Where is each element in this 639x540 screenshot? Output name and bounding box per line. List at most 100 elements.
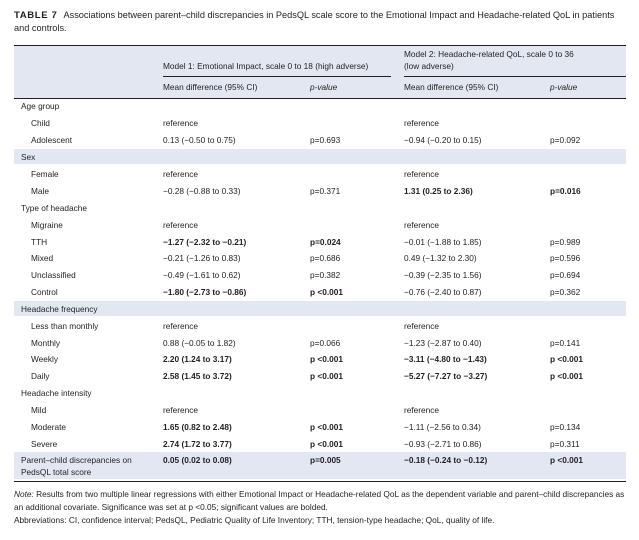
model1-pvalue: p=0.693 xyxy=(310,135,341,145)
model1-mean-diff: 2.20 (1.24 to 3.17) xyxy=(163,354,232,364)
row-label: Daily xyxy=(31,371,50,381)
model1-pvalue: p <0.001 xyxy=(310,371,343,381)
model2-pvalue: p=0.596 xyxy=(550,253,581,263)
model2-mean-diff: −1.11 (−2.56 to 0.34) xyxy=(404,422,481,432)
group-label-frequency: Headache frequency xyxy=(21,304,98,314)
discrepancy-model1-mean-diff: 0.05 (0.02 to 0.08) xyxy=(163,455,232,465)
row-label: Weekly xyxy=(31,354,59,364)
model1-mean-diff: 2.74 (1.72 to 3.77) xyxy=(163,439,232,449)
model1-underline xyxy=(163,76,391,77)
model2-mean-diff: −0.01 (−1.88 to 1.85) xyxy=(404,237,482,247)
row-label: Adolescent xyxy=(31,135,73,145)
model1-pvalue: p=0.686 xyxy=(310,253,341,263)
top-rule xyxy=(14,45,626,46)
model1-mean-diff: 0.13 (−0.50 to 0.75) xyxy=(163,135,236,145)
model1-mean-diff: 1.65 (0.82 to 2.48) xyxy=(163,422,232,432)
row-label: Less than monthly xyxy=(31,321,99,331)
model2-underline xyxy=(404,76,626,77)
model2-mean-diff: 0.49 (−1.32 to 2.30) xyxy=(404,253,477,263)
group-shading-sex xyxy=(14,149,626,164)
model2-mean-diff: −3.11 (−4.80 to −1.43) xyxy=(404,354,487,364)
model2-mean-diff: −5.27 (−7.27 to −3.27) xyxy=(404,371,488,381)
table-label: TABLE 7 xyxy=(14,10,58,21)
model1-pvalue: p <0.001 xyxy=(310,287,343,297)
model2-mean-diff: −1.23 (−2.87 to 0.40) xyxy=(404,338,482,348)
caption-text: Associations between parent–child discre… xyxy=(14,10,615,33)
model1-mean-diff: −0.49 (−1.61 to 0.62) xyxy=(163,270,241,280)
model2-mean-diff: reference xyxy=(404,169,440,179)
model1-mean-diff: −1.27 (−2.32 to −0.21) xyxy=(163,237,247,247)
mean-diff-header-2: Mean difference (95% CI) xyxy=(404,82,499,92)
model2-pvalue: p=0.989 xyxy=(550,237,581,247)
table-caption: TABLE 7 Associations between parent–child… xyxy=(14,9,629,35)
discrepancy-model1-pvalue: p=0.005 xyxy=(310,455,341,465)
model1-mean-diff: reference xyxy=(163,321,199,331)
row-label: Migraine xyxy=(31,220,63,230)
row-label: Child xyxy=(31,118,50,128)
model1-mean-diff: reference xyxy=(163,118,199,128)
row-label: Female xyxy=(31,169,59,179)
model2-mean-diff: −0.39 (−2.35 to 1.56) xyxy=(404,270,482,280)
model2-mean-diff: −0.76 (−2.40 to 0.87) xyxy=(404,287,482,297)
mean-diff-header-1: Mean difference (95% CI) xyxy=(163,82,258,92)
row-label: Moderate xyxy=(31,422,67,432)
model2-pvalue: p=0.134 xyxy=(550,422,581,432)
pvalue-header-1: p-value xyxy=(310,82,338,92)
model2-pvalue: p=0.016 xyxy=(550,186,581,196)
model2-mean-diff: reference xyxy=(404,405,440,415)
group-label-sex: Sex xyxy=(21,152,36,162)
model2-mean-diff: reference xyxy=(404,220,440,230)
model2-mean-diff: reference xyxy=(404,321,440,331)
header-bottom-rule xyxy=(14,98,626,99)
model1-mean-diff: −0.28 (−0.88 to 0.33) xyxy=(163,186,241,196)
row-label: Severe xyxy=(31,439,58,449)
model2-mean-diff: −0.93 (−2.71 to 0.86) xyxy=(404,439,482,449)
table-note: Note: Results from two multiple linear r… xyxy=(14,488,629,513)
discrepancy-model2-mean-diff: −0.18 (−0.24 to −0.12) xyxy=(404,455,488,465)
discrepancy-label-line1: Parent–child discrepancies on xyxy=(21,455,132,465)
row-label: TTH xyxy=(31,237,48,247)
model2-mean-diff: 1.31 (0.25 to 2.36) xyxy=(404,186,473,196)
row-label: Mixed xyxy=(31,253,54,263)
model1-mean-diff: −1.80 (−2.73 to −0.86) xyxy=(163,287,247,297)
group-shading-frequency xyxy=(14,301,626,316)
model2-mean-diff: −0.94 (−0.20 to 0.15) xyxy=(404,135,482,145)
model1-pvalue: p=0.024 xyxy=(310,237,341,247)
discrepancy-row-shading xyxy=(14,452,626,479)
abbreviations: Abbreviations: CI, confidence interval; … xyxy=(14,515,495,525)
row-label: Unclassified xyxy=(31,270,76,280)
model1-header: Model 1: Emotional Impact, scale 0 to 18… xyxy=(163,61,369,71)
model1-mean-diff: −0.21 (−1.26 to 0.83) xyxy=(163,253,241,263)
model1-mean-diff: reference xyxy=(163,169,199,179)
group-label-intensity: Headache intensity xyxy=(21,388,92,398)
model2-pvalue: p <0.001 xyxy=(550,371,583,381)
model2-pvalue: p=0.141 xyxy=(550,338,581,348)
row-label: Monthly xyxy=(31,338,61,348)
model2-header-line2: (low adverse) xyxy=(404,61,454,71)
bottom-rule xyxy=(14,481,626,482)
model2-pvalue: p <0.001 xyxy=(550,354,583,364)
model2-pvalue: p=0.092 xyxy=(550,135,581,145)
note-text: Results from two multiple linear regress… xyxy=(14,489,625,512)
model2-pvalue: p=0.694 xyxy=(550,270,581,280)
model2-pvalue: p=0.362 xyxy=(550,287,581,297)
model1-pvalue: p <0.001 xyxy=(310,422,343,432)
row-label: Control xyxy=(31,287,58,297)
model1-mean-diff: reference xyxy=(163,220,199,230)
model1-mean-diff: reference xyxy=(163,405,199,415)
group-label-type: Type of headache xyxy=(21,203,87,213)
discrepancy-model2-pvalue: p <0.001 xyxy=(550,455,583,465)
model1-mean-diff: 2.58 (1.45 to 3.72) xyxy=(163,371,232,381)
model1-pvalue: p <0.001 xyxy=(310,354,343,364)
model2-pvalue: p=0.311 xyxy=(550,439,580,449)
model1-pvalue: p=0.382 xyxy=(310,270,341,280)
model1-pvalue: p=0.371 xyxy=(310,186,341,196)
header-shading xyxy=(14,45,626,98)
model1-pvalue: p <0.001 xyxy=(310,439,343,449)
row-label: Mild xyxy=(31,405,47,415)
row-label: Male xyxy=(31,186,49,196)
model1-mean-diff: 0.88 (−0.05 to 1.82) xyxy=(163,338,236,348)
pvalue-header-2: p-value xyxy=(550,82,578,92)
group-label-age: Age group xyxy=(21,101,60,111)
model2-header-line1: Model 2: Headache-related QoL, scale 0 t… xyxy=(404,49,574,59)
